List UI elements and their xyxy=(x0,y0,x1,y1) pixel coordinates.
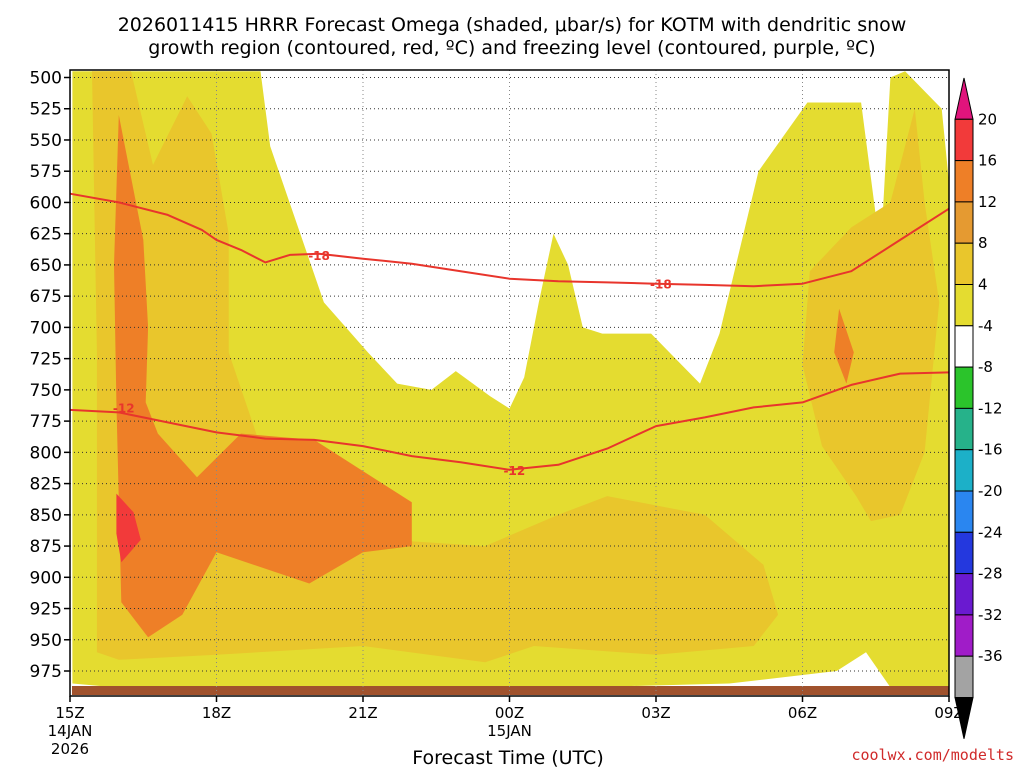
colorbar-swatch xyxy=(954,573,974,616)
colorbar-swatch xyxy=(954,201,974,244)
x-tick-label: 15Z xyxy=(55,704,84,722)
y-tick-label: 800 xyxy=(30,443,62,463)
x-tick-label: 09Z xyxy=(934,704,963,722)
colorbar-swatch xyxy=(954,284,974,327)
y-tick-label: 525 xyxy=(30,100,62,120)
y-tick-label: 550 xyxy=(30,131,62,151)
y-tick-label: 600 xyxy=(30,193,62,213)
colorbar-swatch xyxy=(954,242,974,285)
y-tick-label: 575 xyxy=(30,162,62,182)
colorbar-swatch xyxy=(954,449,974,492)
y-tick-label: 900 xyxy=(30,568,62,588)
x-tick-label: 00Z xyxy=(495,704,524,722)
y-tick-label: 675 xyxy=(30,287,62,307)
omega-region-0-6 xyxy=(941,77,949,153)
colorbar-label: 4 xyxy=(978,276,988,294)
y-tick-label: 950 xyxy=(30,631,62,651)
y-tick-label: 975 xyxy=(30,662,62,682)
colorbar-swatch xyxy=(954,490,974,533)
colorbar: 20 16 12 8 4 -4 -8 -12 -16 -20 -24 -28 -32 -36 xyxy=(954,77,1003,739)
y-tick-label: 775 xyxy=(30,412,62,432)
isotherm-label--12: -12 xyxy=(113,401,135,415)
colorbar-swatch xyxy=(954,118,974,162)
isotherm-label--18: -18 xyxy=(308,249,330,263)
x-tick-label: 21Z xyxy=(348,704,377,722)
colorbar-swatch xyxy=(954,407,974,451)
isotherm-label--12: -12 xyxy=(504,464,526,478)
omega-shading xyxy=(72,71,949,690)
colorbar-arrow-top xyxy=(954,77,974,120)
isotherm--12 xyxy=(69,371,950,471)
y-axis: 500 525 550 575 600 625 650 675 700 725 750 775 800 8… xyxy=(30,68,70,682)
y-tick-label: 925 xyxy=(30,600,62,620)
y-tick-label: 650 xyxy=(30,256,62,276)
x-tick-label: 06Z xyxy=(788,704,817,722)
terrain-band xyxy=(72,686,949,695)
y-tick-label: 725 xyxy=(30,350,62,370)
colorbar-label: 20 xyxy=(978,110,997,128)
colorbar-label: -36 xyxy=(978,647,1003,665)
y-tick-label: 750 xyxy=(30,381,62,401)
omega-region-12-2 xyxy=(114,115,412,638)
y-tick-label: 500 xyxy=(30,68,62,88)
colorbar-swatch xyxy=(954,160,974,203)
x-tick-date: 14JAN xyxy=(48,722,93,740)
y-tick-label: 850 xyxy=(30,506,62,526)
x-tick-year: 2026 xyxy=(51,740,89,758)
colorbar-swatch xyxy=(954,366,974,409)
grid-lines xyxy=(69,70,950,696)
y-tick-label: 625 xyxy=(30,225,62,245)
colorbar-label: 12 xyxy=(978,193,997,211)
colorbar-swatch xyxy=(954,325,974,368)
colorbar-label: -20 xyxy=(978,482,1003,500)
colorbar-label: 16 xyxy=(978,152,997,170)
y-tick-label: 825 xyxy=(30,475,62,495)
omega-region-16-3 xyxy=(116,493,141,563)
y-tick-label: 875 xyxy=(30,537,62,557)
colorbar-label: 8 xyxy=(978,234,988,252)
colorbar-label: -8 xyxy=(978,358,993,376)
omega-region-8-4 xyxy=(802,108,940,522)
omega-region-12-5 xyxy=(834,308,854,384)
colorbar-swatch xyxy=(954,614,974,657)
colorbar-label: -4 xyxy=(978,317,993,335)
x-tick-label: 18Z xyxy=(202,704,231,722)
y-tick-label: 700 xyxy=(30,318,62,338)
colorbar-label: -24 xyxy=(978,523,1003,541)
chart-title-line2: growth region (contoured, red, ºC) and f… xyxy=(148,37,875,59)
isotherm-contours: -18 -18 -12 -12 xyxy=(69,192,950,478)
isotherm-label--18: -18 xyxy=(650,278,672,292)
chart-title-line1: 2026011415 HRRR Forecast Omega (shaded, … xyxy=(118,14,907,36)
colorbar-label: -32 xyxy=(978,606,1003,624)
colorbar-label: -16 xyxy=(978,441,1003,459)
x-tick-label: 03Z xyxy=(641,704,670,722)
x-tick-date: 15JAN xyxy=(487,722,532,740)
colorbar-arrow-bottom xyxy=(954,697,974,739)
colorbar-swatch xyxy=(954,655,974,699)
colorbar-label: -12 xyxy=(978,399,1003,417)
colorbar-swatch xyxy=(954,531,974,575)
x-axis-label: Forecast Time (UTC) xyxy=(412,747,603,768)
colorbar-label: -28 xyxy=(978,565,1003,583)
credit-link[interactable]: coolwx.com/modelts xyxy=(851,746,1014,764)
isotherm--18 xyxy=(69,192,950,288)
